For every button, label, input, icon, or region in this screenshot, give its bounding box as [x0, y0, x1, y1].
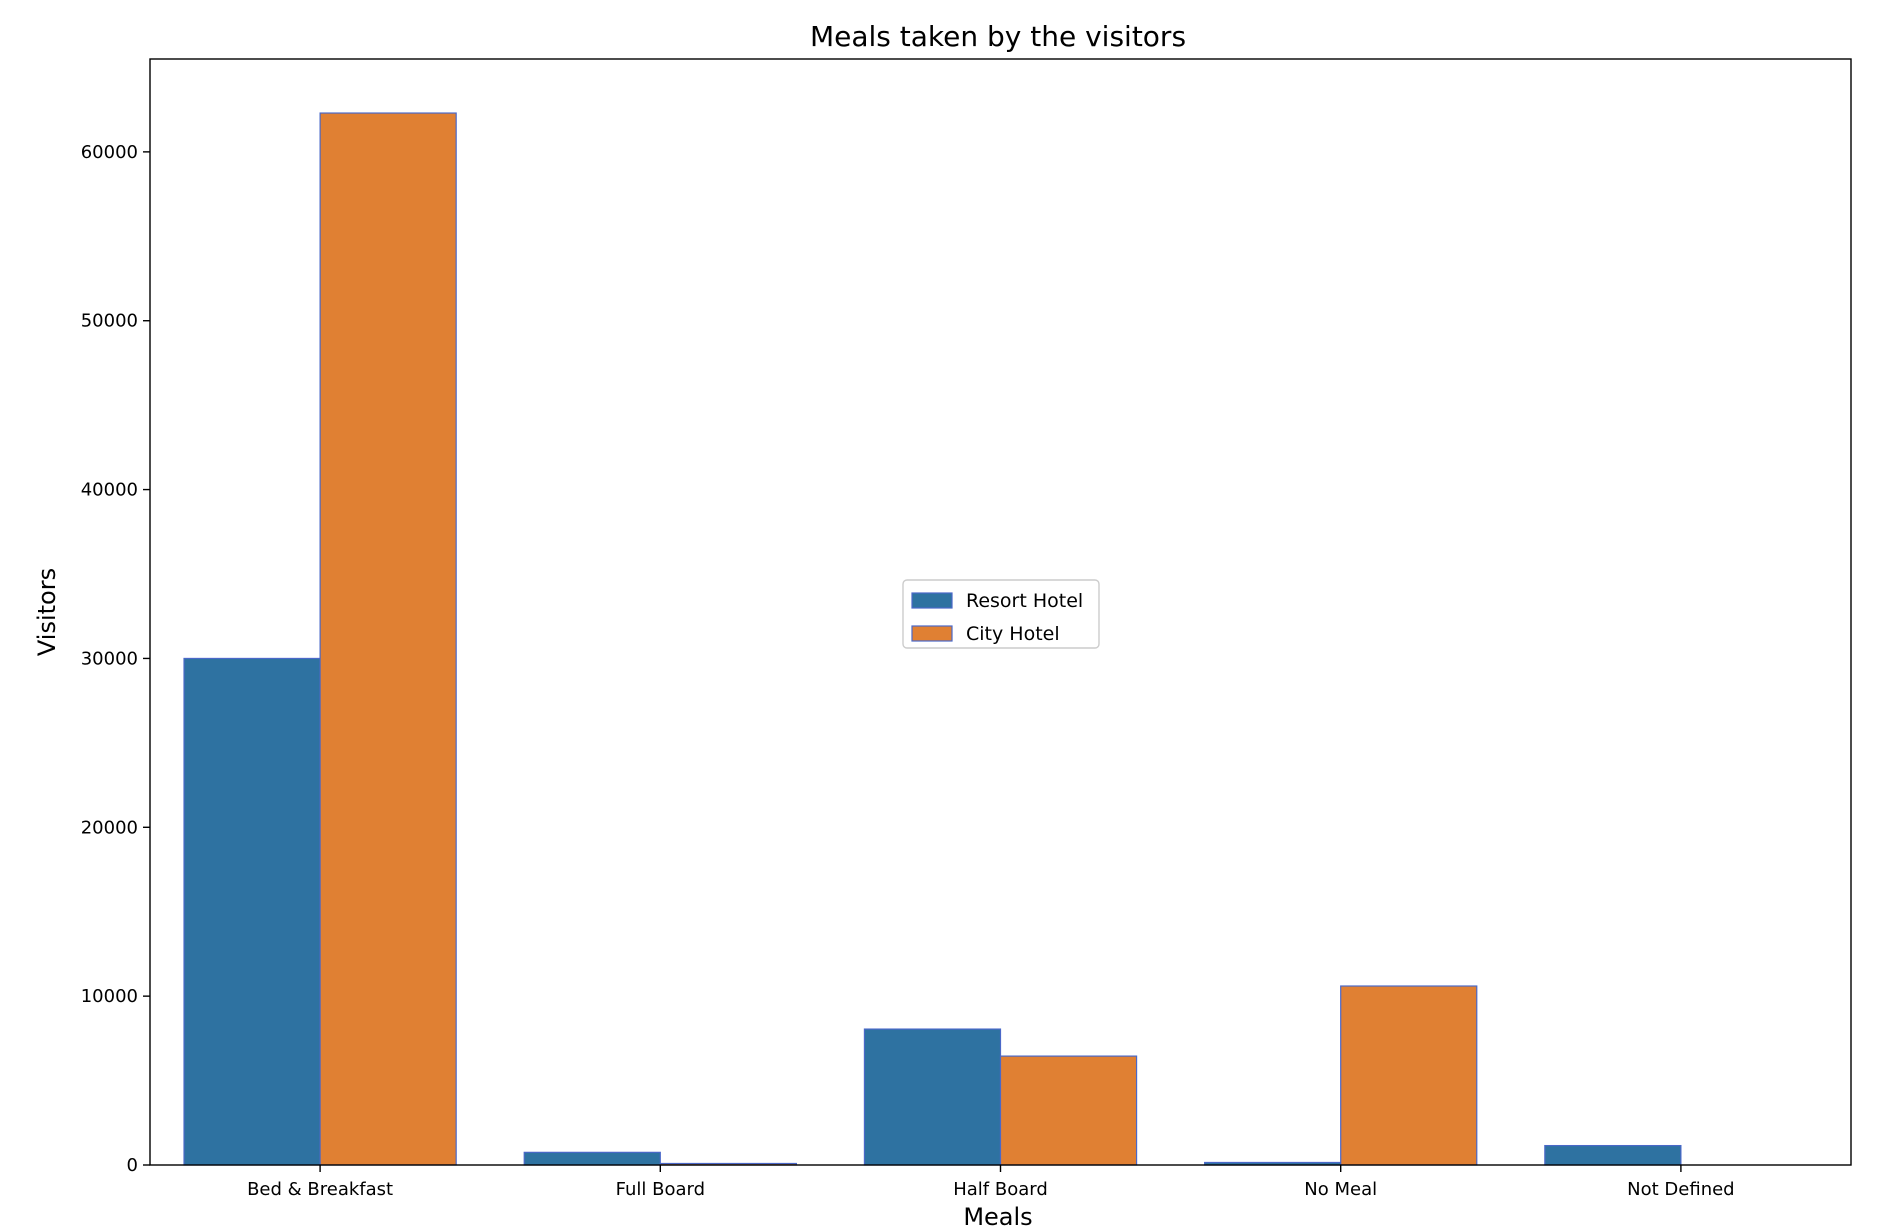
- x-tick-label: Bed & Breakfast: [247, 1179, 393, 1200]
- y-tick-label: 50000: [81, 311, 138, 332]
- legend: Resort Hotel City Hotel: [902, 579, 1100, 649]
- legend-label: City Hotel: [966, 623, 1060, 645]
- bars-group: [183, 112, 1682, 1166]
- x-tick-label: Not Defined: [1627, 1179, 1734, 1200]
- bar-city-hotel-2: [999, 1055, 1138, 1166]
- bar-resort-hotel-4: [1544, 1144, 1682, 1166]
- x-axis-ticks: Bed & Breakfast Full Board Half Board No Me…: [247, 1165, 1735, 1200]
- bar-resort-hotel-1: [523, 1151, 661, 1166]
- legend-swatch: [911, 592, 953, 609]
- x-axis-label: Meals: [963, 1203, 1032, 1230]
- bar-resort-hotel-0: [183, 657, 321, 1166]
- x-tick-label: Full Board: [616, 1179, 705, 1200]
- y-tick-label: 30000: [81, 648, 138, 669]
- x-tick-label: No Meal: [1304, 1179, 1377, 1200]
- legend-label: Resort Hotel: [966, 590, 1083, 612]
- legend-swatch: [911, 625, 953, 642]
- bar-resort-hotel-2: [863, 1028, 1002, 1166]
- y-axis-label: Visitors: [33, 568, 61, 656]
- bar-city-hotel-0: [319, 112, 457, 1166]
- y-tick-label: 40000: [81, 480, 138, 501]
- y-tick-label: 20000: [81, 817, 138, 838]
- x-tick-label: Half Board: [953, 1179, 1048, 1200]
- bar-city-hotel-3: [1340, 985, 1478, 1166]
- y-tick-label: 10000: [81, 986, 138, 1007]
- chart-title: Meals taken by the visitors: [810, 20, 1186, 53]
- y-axis-ticks: 0 10000 20000 30000 40000 50000 60000: [81, 142, 150, 1176]
- y-tick-label: 0: [127, 1155, 138, 1176]
- y-tick-label: 60000: [81, 142, 138, 163]
